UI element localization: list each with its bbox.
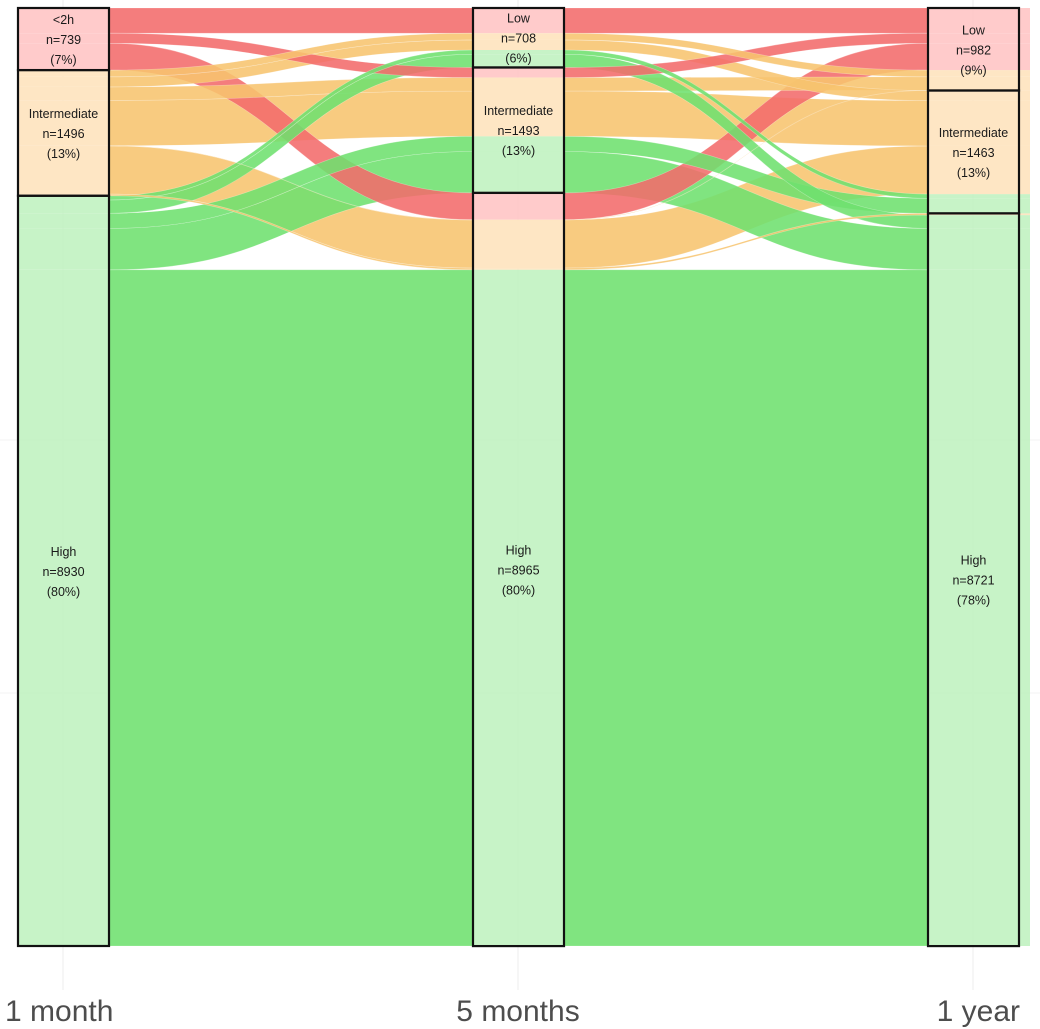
stratum-label-count: n=982 [956, 43, 991, 57]
lode-band-high-axis-1 [18, 200, 109, 213]
lode-band-low-axis-2 [473, 193, 564, 220]
lode-band-intermediate-axis-3 [928, 77, 1030, 90]
stratum-label-name: High [51, 545, 77, 559]
flow-high-to-high-to-high-segment-1 [109, 270, 473, 946]
lode-band-high-axis-3 [928, 198, 1030, 213]
lode-band-intermediate-axis-2 [473, 220, 564, 268]
axis-label-1-month: 1 month [5, 995, 113, 1028]
flow-low-to-low-to-low-segment-2 [564, 8, 928, 33]
stratum-label-name: High [506, 543, 532, 557]
lode-band-high-axis-1 [18, 213, 109, 228]
stratum-label-name: Intermediate [939, 126, 1009, 140]
axis-label-5-months: 5 months [456, 995, 579, 1028]
stratum-label-name: Intermediate [484, 104, 554, 118]
lode-band-high-axis-1 [18, 270, 109, 946]
stratum-label-percent: (9%) [960, 63, 986, 77]
lode-band-high-axis-2 [473, 270, 564, 946]
lode-band-intermediate-axis-1 [18, 77, 109, 87]
stratum-label-percent: (7%) [50, 53, 76, 67]
stratum-label-count: n=1496 [42, 127, 84, 141]
stratum-label-count: n=1463 [952, 146, 994, 160]
flow-low-to-low-to-low-segment-1 [109, 8, 473, 33]
lode-band-intermediate-axis-2 [473, 78, 564, 91]
flow-high-to-high-to-high-segment-2 [564, 270, 928, 946]
stratum-label-name: <2h [53, 13, 74, 27]
stratum-label-percent: (13%) [957, 166, 990, 180]
stratum-label-name: Intermediate [29, 107, 99, 121]
lode-band-high-axis-3 [928, 215, 1030, 228]
stratum-label-count: n=8965 [497, 563, 539, 577]
axis-label-1-year: 1 year [937, 995, 1020, 1028]
lode-band-intermediate-axis-2 [473, 268, 564, 270]
stratum-label-percent: (80%) [47, 585, 80, 599]
stratum-label-name: Low [962, 23, 986, 37]
stratum-label-percent: (6%) [505, 52, 531, 66]
stratum-label-count: n=708 [501, 32, 536, 46]
stratum-label-count: n=739 [46, 33, 81, 47]
lode-band-high-axis-3 [928, 194, 1030, 198]
stratum-label-name: High [961, 554, 987, 568]
stratum-label-percent: (13%) [502, 144, 535, 158]
stratum-label-count: n=8930 [42, 565, 84, 579]
x-axis: 1 month 5 months 1 year [5, 995, 1020, 1028]
lode-band-intermediate-axis-1 [18, 87, 109, 100]
stratum-label-percent: (78%) [957, 594, 990, 608]
stratum-label-count: n=1493 [497, 124, 539, 138]
lode-band-high-axis-1 [18, 228, 109, 269]
lode-band-low-axis-2 [473, 67, 564, 77]
stratum-label-percent: (80%) [502, 583, 535, 597]
stratum-label-percent: (13%) [47, 147, 80, 161]
stratum-label-name: Low [507, 12, 531, 26]
lode-band-high-axis-3 [928, 270, 1030, 946]
lode-band-intermediate-axis-3 [928, 91, 1030, 101]
stratum-label-count: n=8721 [952, 574, 994, 588]
lode-band-high-axis-3 [928, 228, 1030, 269]
